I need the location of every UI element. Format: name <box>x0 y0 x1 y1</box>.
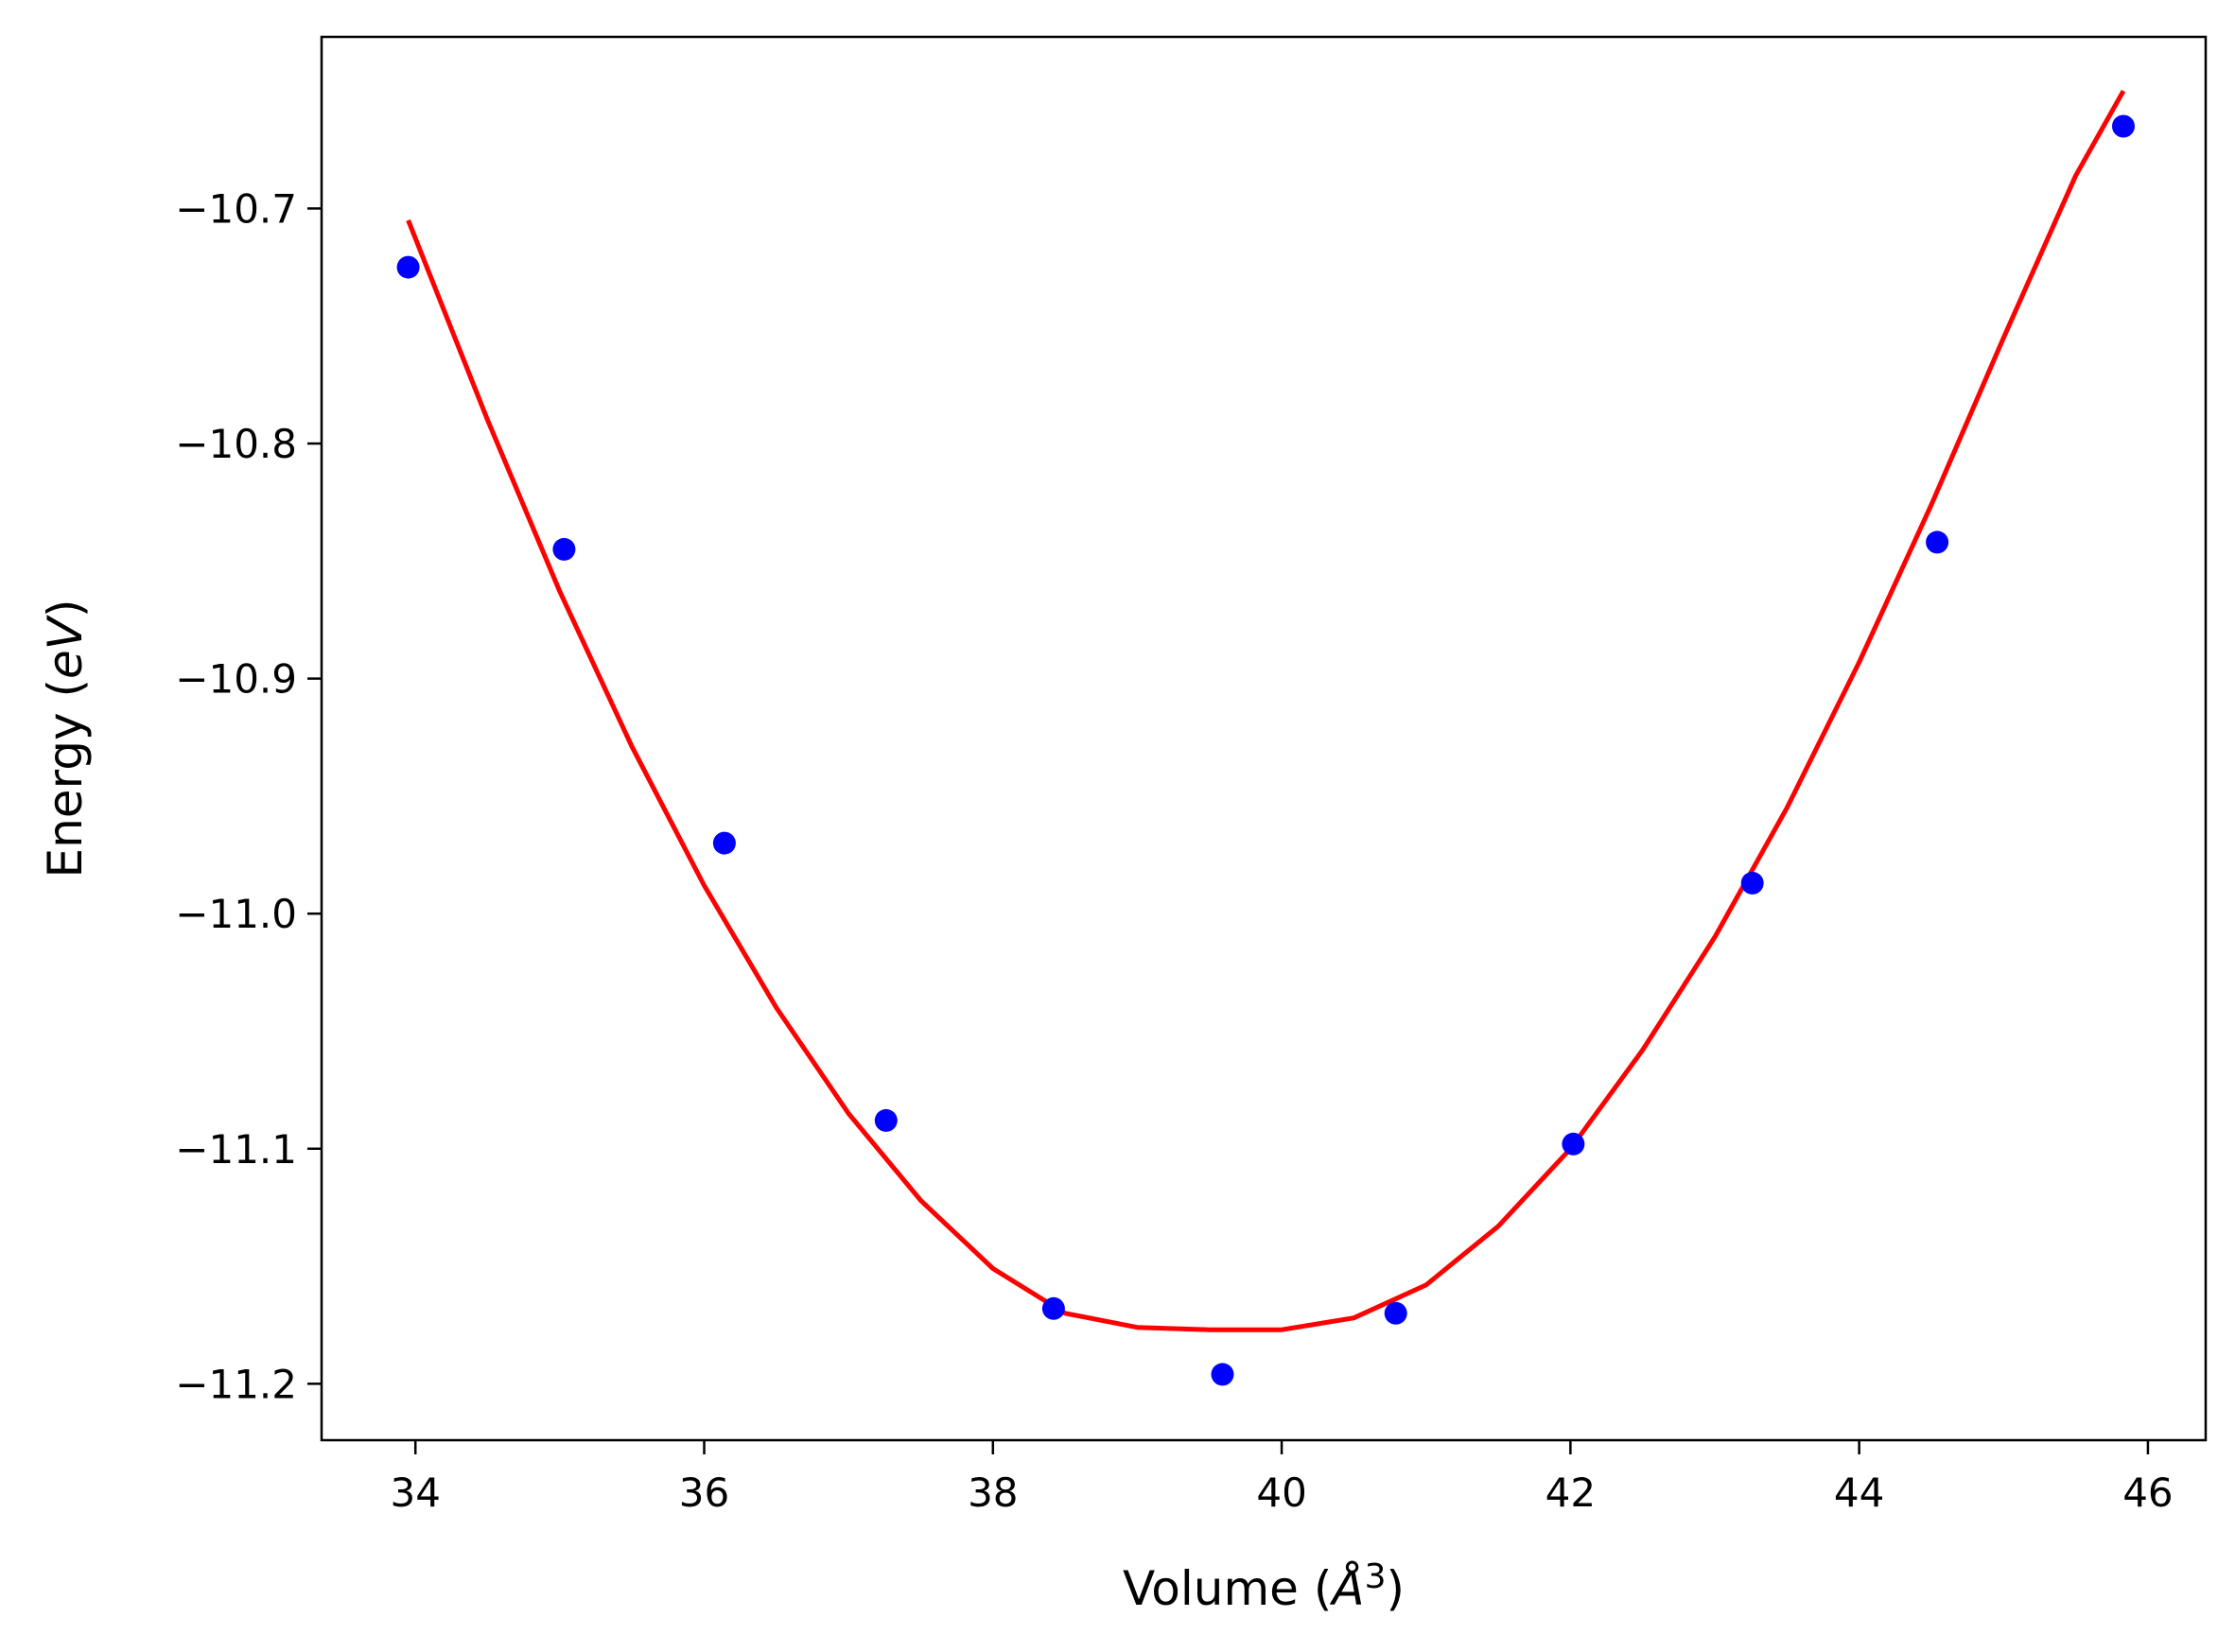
x-tick-label: 46 <box>2122 1469 2173 1516</box>
data-point <box>1926 530 1949 554</box>
x-tick-label: 36 <box>679 1469 729 1516</box>
data-point <box>1041 1296 1065 1320</box>
plot-layer <box>396 89 2135 1386</box>
data-point <box>1211 1363 1234 1386</box>
data-point <box>712 831 736 855</box>
x-axis-label: Volume (Å3) <box>1123 1557 1405 1616</box>
data-point <box>396 255 420 279</box>
x-tick-label: 38 <box>968 1469 1018 1516</box>
y-tick-label: −11.0 <box>175 891 297 937</box>
y-axis-label: Energy (eV) <box>38 600 93 878</box>
data-point <box>2112 114 2135 138</box>
data-point <box>1740 871 1764 895</box>
x-axis: 34 36 38 40 42 44 46 <box>390 1440 2174 1516</box>
data-point <box>552 537 576 561</box>
data-point <box>874 1108 898 1132</box>
y-tick-label: −10.8 <box>175 421 297 467</box>
data-point <box>1562 1132 1585 1156</box>
y-axis: −10.7 −10.8 −10.9 −11.0 −11.1 −11.2 <box>175 185 322 1407</box>
x-tick-label: 42 <box>1545 1469 1596 1516</box>
y-tick-label: −11.2 <box>175 1361 297 1407</box>
x-tick-label: 44 <box>1834 1469 1884 1516</box>
y-tick-label: −10.7 <box>175 185 297 232</box>
x-tick-label: 34 <box>390 1469 440 1516</box>
plot-frame <box>320 35 2208 1442</box>
y-tick-label: −11.1 <box>175 1126 297 1173</box>
fit-curve <box>406 89 2126 1332</box>
y-tick-label: −10.9 <box>175 656 297 703</box>
data-point <box>1384 1301 1407 1325</box>
x-tick-label: 40 <box>1256 1469 1306 1516</box>
